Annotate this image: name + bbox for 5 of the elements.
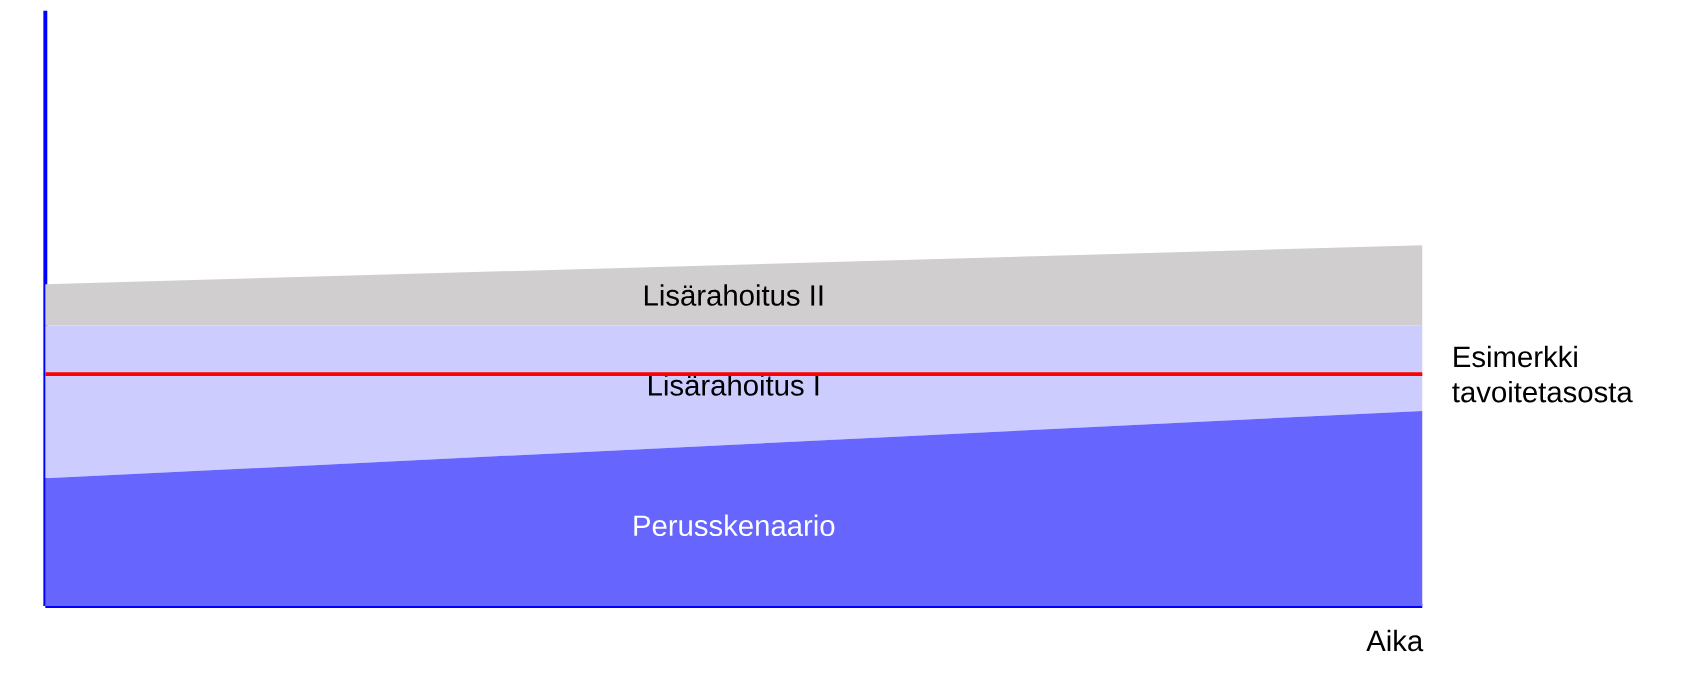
x-axis-title: Aika	[1366, 629, 1424, 652]
series-label: Lisärahoitus II	[644, 284, 823, 306]
ref-line-label: Esimerkki tavoitetasosta	[1452, 345, 1633, 403]
series-label: Lisärahoitus I	[649, 374, 819, 396]
series-label: Perusskenaario	[634, 514, 835, 537]
